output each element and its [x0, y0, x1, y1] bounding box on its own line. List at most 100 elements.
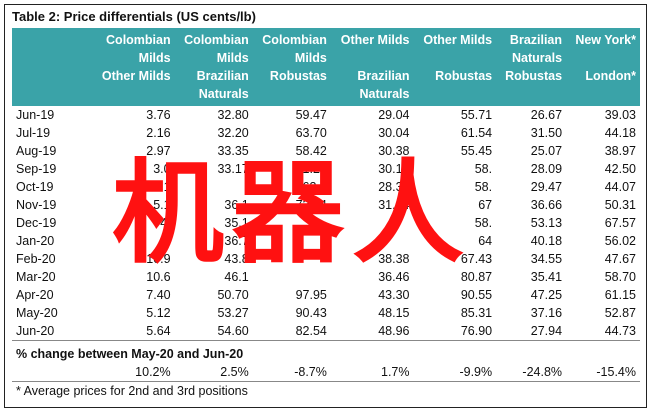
header-line — [406, 51, 409, 65]
table-cell: 46.1 — [224, 270, 249, 284]
row-label: Jan-20 — [16, 234, 55, 248]
table-cell: 36.7 — [224, 234, 249, 248]
table-row: Dec-19 4. 35.1 58. 53.13 67.57 — [12, 214, 640, 232]
header-line: Colombian — [106, 33, 171, 47]
change-values-row: 10.2% 2.5% -8.7% 1.7% -9.9% -24.8% -15.4% — [12, 363, 640, 382]
header-line: Brazilian — [357, 69, 410, 83]
header-line: Other Milds — [340, 33, 410, 47]
header-line: Colombian — [184, 33, 249, 47]
table-cell: 36.46 — [378, 270, 410, 284]
table-cell: 63.70 — [295, 126, 327, 140]
table-cell: 58.42 — [295, 144, 327, 158]
table-cell: 26.67 — [530, 108, 563, 122]
row-label: Nov-19 — [16, 198, 57, 212]
change-label: % change between May-20 and Jun-20 — [12, 340, 640, 363]
row-label: Dec-19 — [16, 216, 57, 230]
header-line — [633, 51, 636, 65]
table-cell: 67 — [478, 198, 493, 212]
table-cell: 53.27 — [217, 306, 249, 320]
table-cell: 54.60 — [174, 322, 253, 341]
table-cell: 10.9 — [146, 252, 171, 266]
table-cell: 32.80 — [217, 108, 249, 122]
table-cell: 58.70 — [604, 270, 636, 284]
table-cell: 31.04 — [378, 198, 410, 212]
row-label: May-20 — [16, 306, 58, 320]
table-cell: 36.1 — [224, 198, 249, 212]
header-cell: Brazilian Naturals Robustas — [496, 28, 567, 106]
table-cell: 27.94 — [496, 322, 567, 341]
table-cell: 29.47 — [530, 180, 563, 194]
table-cell: 47.25 — [530, 288, 563, 302]
table-cell: 10.6 — [146, 270, 171, 284]
table-cell: 3.0 — [153, 162, 171, 176]
table-cell: 97.95 — [295, 288, 327, 302]
change-label-row: % change between May-20 and Jun-20 — [12, 340, 640, 363]
table-cell: 63.4 — [302, 180, 327, 194]
table-cell: 80.87 — [460, 270, 493, 284]
table-cell: 61.15 — [604, 288, 636, 302]
row-label: Mar-20 — [16, 270, 56, 284]
table-cell: 30.38 — [378, 144, 410, 158]
table-cell: 2.97 — [146, 144, 171, 158]
table-cell: 32.20 — [217, 126, 249, 140]
table-cell: 39.03 — [604, 108, 636, 122]
row-label: Sep-19 — [16, 162, 57, 176]
table-row: Mar-20 10.6 46.1 36.46 80.87 35.41 58.70 — [12, 268, 640, 286]
table-cell: 33.17 — [217, 162, 249, 176]
table-cell: 50.31 — [604, 198, 636, 212]
table-cell: 34.55 — [530, 252, 563, 266]
price-differentials-table: Colombian Milds Other Milds Colombian Milds… — [12, 28, 640, 382]
header-line: Robustas — [505, 69, 563, 83]
header-cell: Other Milds Robustas — [413, 28, 497, 106]
table-row: Oct-19 5.1 63.4 28.39 58. 29.47 44.07 — [12, 178, 640, 196]
row-label: Jul-19 — [16, 126, 51, 140]
header-line: Milds — [216, 51, 249, 65]
table-row: Jan-20 36.7 64 40.18 56.02 — [12, 232, 640, 250]
header-row: Colombian Milds Other Milds Colombian Milds… — [12, 28, 640, 106]
table-cell: 44.07 — [604, 180, 636, 194]
table-cell: 38.97 — [604, 144, 636, 158]
table-cell: 72.84 — [295, 198, 327, 212]
table-body: Jun-19 3.76 32.80 59.47 29.04 55.71 26.67 39.03… — [12, 106, 640, 382]
table-cell: 44.73 — [566, 322, 640, 341]
change-cell: 10.2% — [92, 363, 175, 382]
table-cell: 31.50 — [530, 126, 563, 140]
table-cell: 5.1 — [153, 180, 171, 194]
change-cell: -24.8% — [496, 363, 567, 382]
table-cell: 55.45 — [460, 144, 493, 158]
header-line: Naturals — [198, 87, 249, 101]
table-cell: 33.35 — [217, 144, 249, 158]
table-cell: 29.04 — [378, 108, 410, 122]
watermark: 机器人 — [112, 149, 472, 279]
header-cell — [12, 28, 92, 106]
header-line: Other Milds — [423, 33, 493, 47]
table-cell: 5.64 — [92, 322, 175, 341]
table-row: Sep-19 3.0 33.17 61.26 30.16 58. 28.09 42.50 — [12, 160, 640, 178]
table-row: Aug-19 2.97 33.35 58.42 30.38 55.45 25.07 38.97 — [12, 142, 640, 160]
table-cell: 35.41 — [530, 270, 563, 284]
change-cell: 1.7% — [330, 363, 414, 382]
change-cell: 2.5% — [174, 363, 253, 382]
header-line — [85, 33, 88, 47]
table-cell: 52.87 — [604, 306, 636, 320]
header-line: Brazilian — [196, 69, 249, 83]
header-cell: New York* London* — [566, 28, 640, 106]
table-cell: 2.16 — [146, 126, 171, 140]
table-cell: 42.50 — [604, 162, 636, 176]
table-cell: 76.90 — [413, 322, 497, 341]
table-cell: 50.70 — [217, 288, 249, 302]
table-cell: 61.26 — [295, 162, 327, 176]
table-cell: 5.12 — [146, 306, 171, 320]
table-cell: 38.38 — [378, 252, 410, 266]
table-cell: 44.18 — [604, 126, 636, 140]
table-cell: 55.71 — [460, 108, 493, 122]
row-label: Apr-20 — [16, 288, 54, 302]
table-row: Jun-20 5.64 54.60 82.54 48.96 76.90 27.94 44.73 — [12, 322, 640, 341]
header-cell: Colombian Milds Robustas — [252, 28, 331, 106]
header-cell: Other Milds Brazilian Naturals — [330, 28, 414, 106]
header-line: Colombian — [262, 33, 327, 47]
table-cell: 37.16 — [530, 306, 563, 320]
table-cell: 67.43 — [460, 252, 493, 266]
table-cell: 28.09 — [530, 162, 563, 176]
table-cell: 58. — [474, 162, 493, 176]
